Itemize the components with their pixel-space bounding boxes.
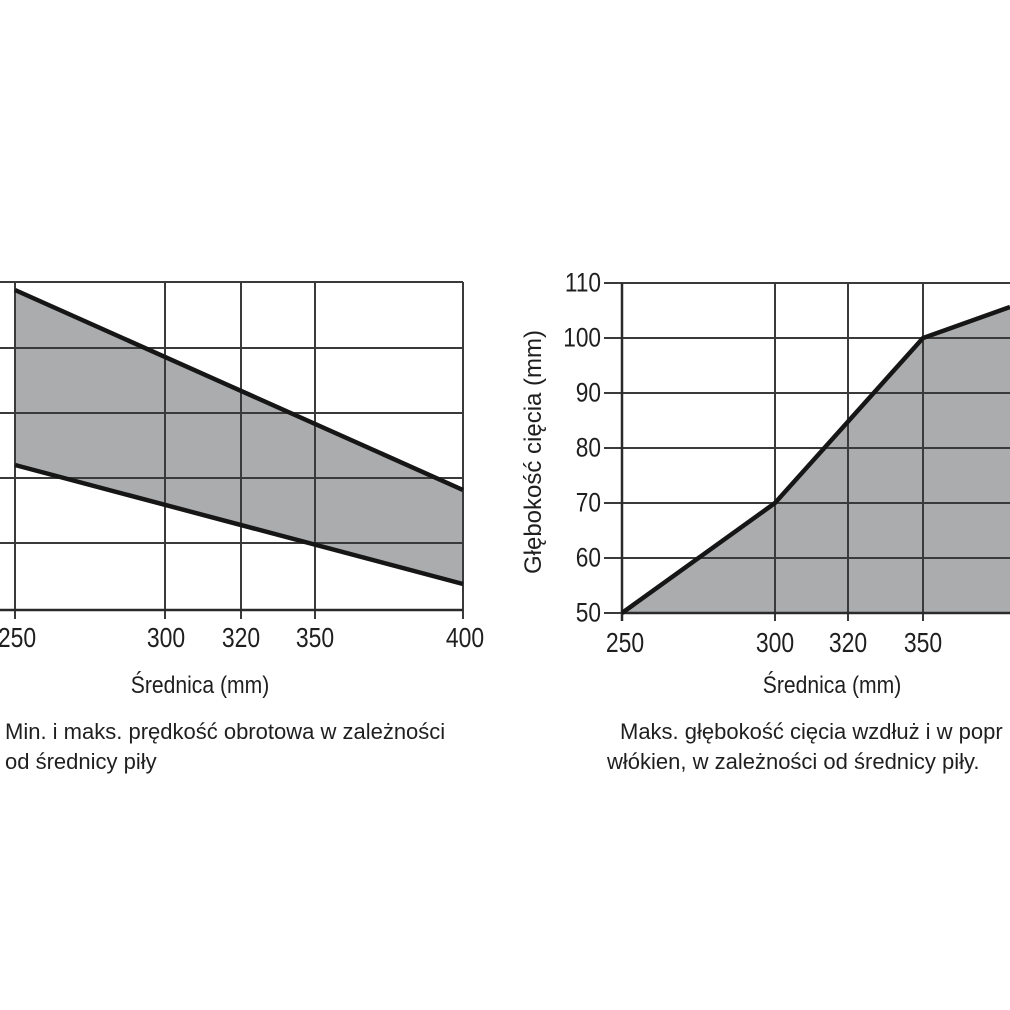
right-y-tick-label: 80 — [575, 432, 601, 463]
cut-depth-line — [620, 304, 1010, 615]
left-horizontal-gridlines — [0, 281, 463, 544]
right-x-tick-label: 300 — [755, 627, 795, 658]
left-vertical-gridlines — [14, 282, 464, 619]
right-y-tick-label: 60 — [575, 542, 601, 573]
max-speed-line — [14, 287, 464, 493]
left-x-tick-label: 320 — [221, 622, 261, 653]
left-figure-caption-line1: Min. i maks. prędkość obrotowa w zależno… — [5, 719, 446, 744]
right-x-tick-label: 320 — [828, 627, 868, 658]
right-y-tick-label: 50 — [575, 597, 601, 628]
speed-band-area — [15, 290, 463, 584]
right-y-tick-label: 90 — [575, 377, 601, 408]
min-speed-line — [14, 462, 464, 587]
right-chart-plot — [604, 282, 1010, 621]
left-x-tick-label: 250 — [0, 622, 37, 653]
right-y-axis-title: Głębokość cięcia (mm) — [520, 329, 547, 575]
left-figure-caption-line2: od średnicy piły — [5, 749, 157, 774]
right-figure-caption-line2: włókien, w zależności od średnicy piły. — [607, 749, 980, 774]
left-x-tick-label: 350 — [295, 622, 335, 653]
left-x-tick-label: 400 — [445, 622, 485, 653]
right-x-tick-label: 250 — [605, 627, 645, 658]
left-x-axis-title: Średnica (mm) — [130, 672, 270, 699]
left-x-tick-label: 300 — [146, 622, 186, 653]
right-horizontal-gridlines — [604, 282, 1010, 614]
right-figure-caption-line1: Maks. głębokość cięcia wzdłuż i w popr — [620, 719, 1003, 744]
right-y-tick-label: 100 — [563, 322, 601, 353]
right-x-axis-title: Średnica (mm) — [762, 672, 902, 699]
right-x-tick-label: 350 — [903, 627, 943, 658]
right-y-tick-label: 70 — [575, 487, 601, 518]
right-y-tick-label: 110 — [564, 267, 601, 298]
left-chart-plot — [0, 281, 464, 619]
